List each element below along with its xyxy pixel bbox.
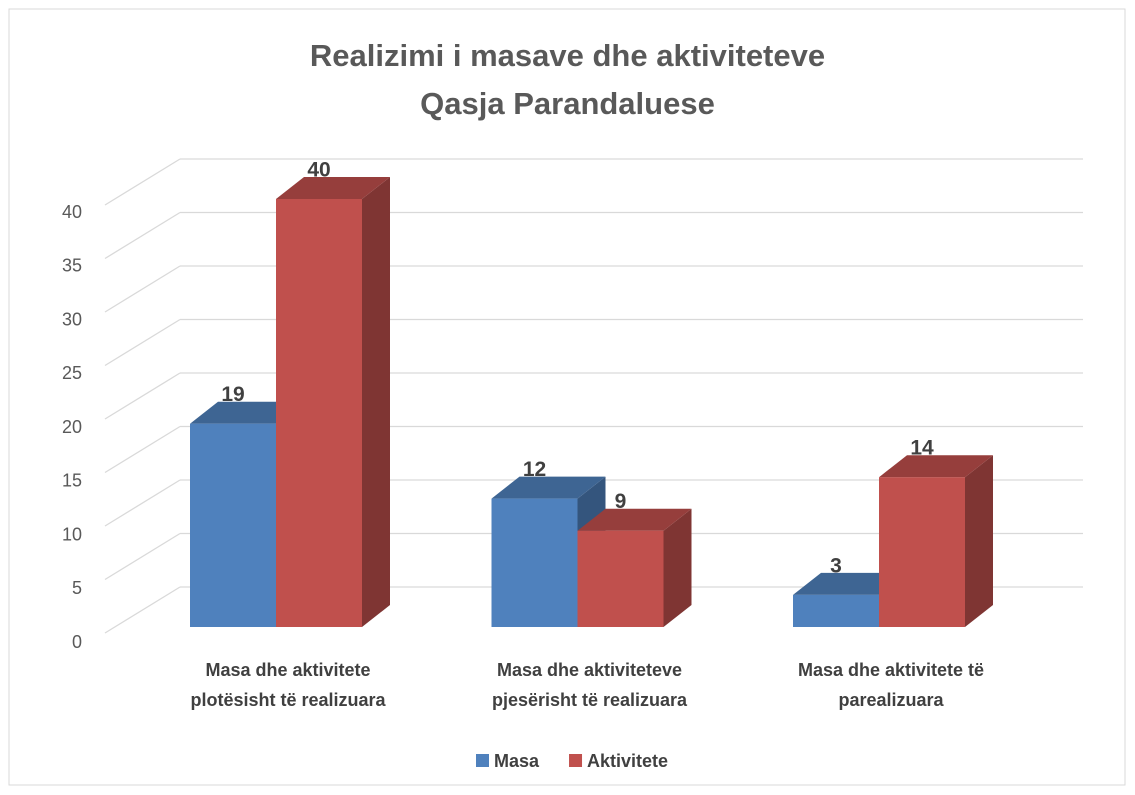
grid-line-side [104, 211, 181, 260]
grid-line-side [104, 586, 181, 634]
y-tick-label: 35 [62, 256, 82, 276]
bar [577, 508, 692, 627]
chart-title: Realizimi i masave dhe aktiviteteve Qasj… [309, 38, 826, 121]
bar-front [879, 477, 965, 627]
y-tick-label: 10 [62, 524, 82, 544]
grid-line-side [104, 265, 181, 313]
grid-line [104, 265, 1083, 313]
grid-line-side [104, 479, 181, 527]
legend-swatch [476, 754, 489, 767]
grid-line-side [104, 532, 181, 581]
y-tick-label: 30 [62, 309, 82, 329]
grid-line-side [104, 318, 181, 367]
bar-front [276, 199, 362, 627]
bar-top [190, 401, 304, 424]
bar-top [577, 508, 692, 531]
value-label: 40 [307, 159, 330, 182]
bar-front [491, 498, 578, 627]
bar-top [879, 455, 993, 478]
y-tick-label: 5 [72, 578, 82, 598]
y-tick-label: 25 [62, 363, 82, 383]
bar [276, 177, 390, 627]
bar [879, 455, 993, 627]
x-tick-label: Masa dhe aktiviteteve pjesërisht të real… [491, 660, 688, 710]
bar-top [276, 177, 390, 199]
y-tick-label: 20 [62, 417, 82, 437]
bar-front [190, 423, 276, 627]
value-label: 14 [910, 437, 934, 460]
legend-swatch [569, 754, 583, 767]
y-tick-label: 15 [62, 471, 82, 491]
y-tick-label: 0 [72, 632, 82, 652]
value-label: 9 [615, 490, 627, 513]
bar-top [793, 572, 907, 595]
bar-side [965, 455, 993, 627]
grid-line-side [104, 425, 181, 474]
grid-line [104, 318, 1083, 367]
y-tick-label: 40 [62, 202, 82, 222]
bar-front [793, 594, 879, 627]
grid-line [104, 158, 1083, 206]
chart-border [8, 8, 1126, 786]
bar-top [491, 476, 606, 499]
grid-line-side [104, 158, 181, 206]
bar-front [577, 530, 664, 627]
grid-line [104, 211, 1083, 260]
grid-line-side [104, 372, 181, 420]
value-label: 19 [221, 383, 244, 406]
value-label: 12 [523, 458, 546, 481]
x-tick-label: Masa dhe aktivitete plotësisht të realiz… [190, 660, 386, 710]
legend-label: Masa [494, 751, 540, 771]
bar-side [362, 177, 390, 627]
value-label: 3 [830, 554, 842, 577]
bar-side [663, 508, 692, 627]
x-tick-label: Masa dhe aktivitete të parealizuara [797, 660, 985, 710]
legend-label: Aktivitete [587, 751, 668, 771]
